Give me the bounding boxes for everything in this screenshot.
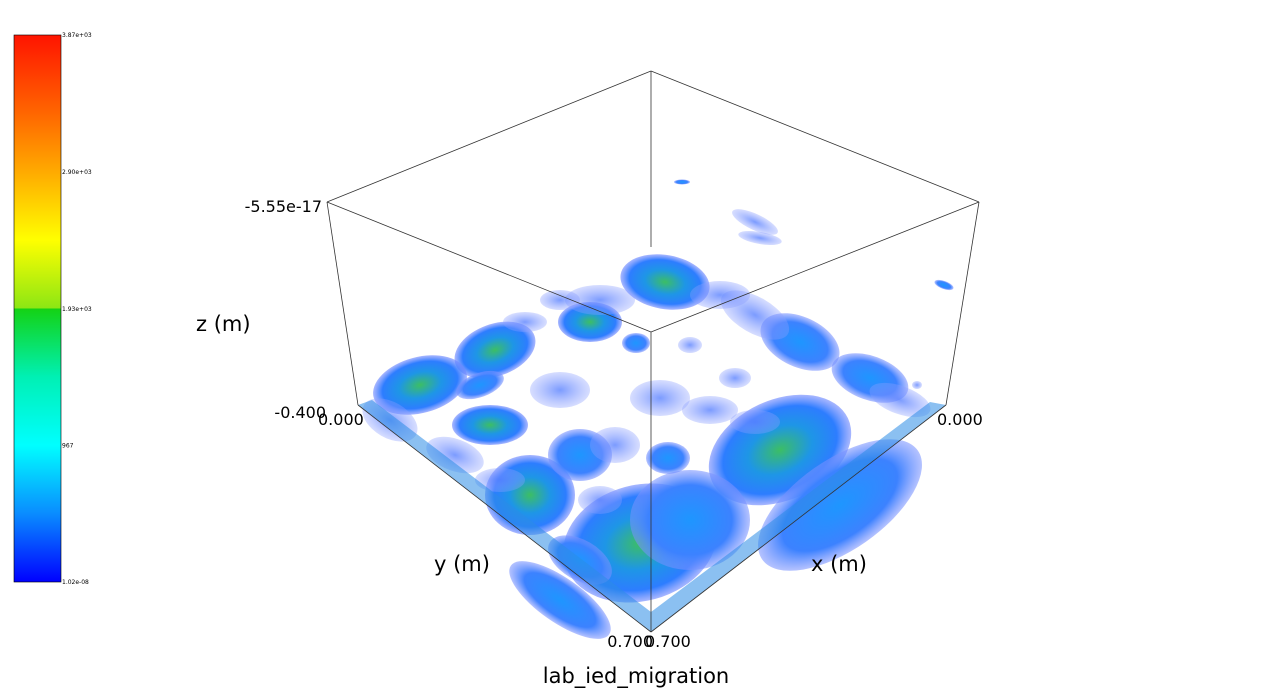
- volume-blob: [456, 370, 504, 400]
- colorbar-labels: 3.87e+03 2.90e+03 1.93e+03 967 1.02e-08: [62, 32, 92, 586]
- volume-blob: [620, 254, 710, 310]
- y-tick-end: 0.700: [607, 632, 653, 651]
- colorbar-frame: [13, 34, 62, 583]
- volume-blob: [730, 410, 780, 434]
- z-axis-label: z (m): [196, 312, 251, 336]
- volume-blob: [565, 285, 635, 315]
- bounding-box-edge: [357, 404, 652, 633]
- volume-blob: [869, 382, 931, 418]
- bounding-box-edge: [650, 70, 980, 203]
- bounding-box-edge: [650, 404, 947, 633]
- volume-blob: [578, 486, 622, 514]
- volume-blob: [738, 230, 782, 246]
- chart-title: lab_ied_migration: [543, 664, 729, 689]
- colorbar-label: 2.90e+03: [62, 169, 92, 176]
- bounding-box-edge: [326, 201, 652, 333]
- bounding-box-edge: [326, 70, 652, 203]
- volume-blob: [622, 333, 650, 353]
- volume-blob: [590, 427, 640, 463]
- volume-blob: [452, 405, 528, 445]
- z-tick-bottom: -0.400: [274, 403, 326, 422]
- volume-blob: [690, 281, 750, 309]
- colorbar-label: 3.87e+03: [62, 32, 92, 39]
- volume-blob: [674, 179, 690, 185]
- volume-blob: [630, 380, 690, 416]
- bounding-box-edge: [326, 201, 359, 406]
- volume-blob: [732, 209, 778, 235]
- bounding-box-edge: [650, 201, 980, 333]
- x-tick-start: 0.000: [937, 410, 983, 429]
- colorbar-gradient: [14, 35, 61, 582]
- volume-blob: [509, 561, 611, 639]
- volume-blob: [758, 439, 922, 571]
- volume-blob: [682, 396, 738, 424]
- volume-blob: [912, 381, 922, 389]
- bounding-box-edge: [945, 201, 980, 406]
- volume-blob: [678, 337, 702, 353]
- volume-blob: [454, 321, 536, 379]
- x-axis-label: x (m): [811, 552, 867, 576]
- volume-blob: [373, 355, 467, 415]
- volume-blob: [540, 290, 580, 310]
- x-tick-end: 0.700: [645, 632, 691, 651]
- volume-blob: [475, 468, 525, 492]
- z-tick-top: -5.55e-17: [245, 197, 322, 216]
- colorbar-label: 1.02e-08: [62, 579, 89, 586]
- colorbar: 3.87e+03 2.90e+03 1.93e+03 967 1.02e-08: [13, 32, 92, 586]
- y-tick-start: 0.000: [318, 410, 364, 429]
- volume-blob: [530, 372, 590, 408]
- volume-blobs: [358, 179, 954, 639]
- y-axis-label: y (m): [434, 552, 490, 576]
- bounding-box: [326, 70, 980, 633]
- colorbar-label: 967: [62, 442, 74, 449]
- volume-blob: [719, 368, 751, 388]
- volume-blob: [646, 442, 690, 474]
- volume-blob: [934, 279, 954, 291]
- volume-blob: [503, 312, 547, 332]
- colorbar-label: 1.93e+03: [62, 306, 92, 313]
- volume-blob: [630, 470, 750, 570]
